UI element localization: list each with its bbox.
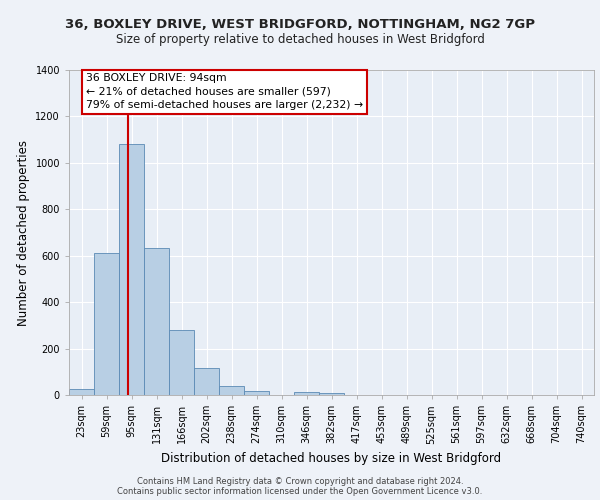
Bar <box>194 368 219 395</box>
Bar <box>119 144 144 395</box>
Y-axis label: Number of detached properties: Number of detached properties <box>17 140 30 326</box>
Text: 36 BOXLEY DRIVE: 94sqm
← 21% of detached houses are smaller (597)
79% of semi-de: 36 BOXLEY DRIVE: 94sqm ← 21% of detached… <box>86 74 363 110</box>
Text: Contains public sector information licensed under the Open Government Licence v3: Contains public sector information licen… <box>118 487 482 496</box>
Bar <box>94 254 119 395</box>
Text: 36, BOXLEY DRIVE, WEST BRIDGFORD, NOTTINGHAM, NG2 7GP: 36, BOXLEY DRIVE, WEST BRIDGFORD, NOTTIN… <box>65 18 535 30</box>
Bar <box>219 386 244 395</box>
Bar <box>169 330 194 395</box>
X-axis label: Distribution of detached houses by size in West Bridgford: Distribution of detached houses by size … <box>161 452 502 465</box>
Text: Size of property relative to detached houses in West Bridgford: Size of property relative to detached ho… <box>116 32 484 46</box>
Bar <box>294 392 319 395</box>
Bar <box>144 248 169 395</box>
Bar <box>319 393 344 395</box>
Text: Contains HM Land Registry data © Crown copyright and database right 2024.: Contains HM Land Registry data © Crown c… <box>137 477 463 486</box>
Bar <box>244 391 269 395</box>
Bar <box>69 389 94 395</box>
